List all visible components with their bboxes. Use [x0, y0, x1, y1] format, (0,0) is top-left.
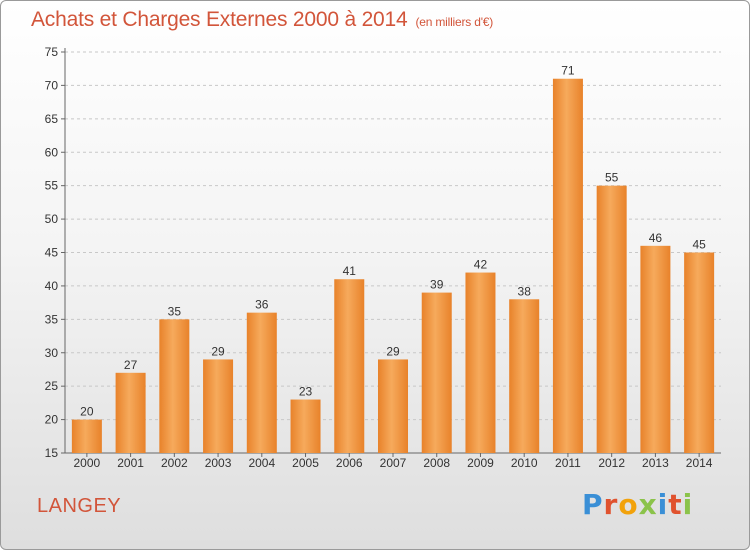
proxiti-logo[interactable]: Proxiti — [582, 488, 693, 521]
bar[interactable] — [378, 359, 408, 453]
x-tick-label: 2009 — [467, 456, 494, 470]
city-name: LANGEY — [37, 495, 122, 517]
data-label: 23 — [299, 385, 313, 399]
data-label: 38 — [518, 284, 532, 298]
y-tick-label: 75 — [45, 45, 59, 59]
bar[interactable] — [684, 252, 715, 454]
chart-title: Achats et Charges Externes 2000 à 2014 (e… — [31, 8, 493, 32]
x-tick-label: 2007 — [380, 456, 407, 470]
y-tick-label: 65 — [45, 112, 59, 126]
logo-letter: x — [638, 488, 658, 521]
y-tick-label: 30 — [45, 346, 59, 360]
x-tick-label: 2008 — [423, 456, 450, 470]
data-label: 45 — [692, 238, 706, 252]
data-label: 20 — [80, 405, 94, 419]
logo-letter: o — [618, 488, 639, 521]
y-tick-label: 60 — [45, 145, 59, 159]
bar[interactable] — [640, 245, 671, 453]
logo-letter: t — [668, 488, 683, 521]
chart-title-text: Achats et Charges Externes 2000 à 2014 — [31, 8, 408, 31]
data-label: 29 — [211, 344, 225, 358]
bar[interactable] — [465, 272, 496, 453]
x-tick-label: 2000 — [74, 456, 101, 470]
bar[interactable] — [421, 292, 452, 453]
data-label: 46 — [649, 231, 663, 245]
logo-letter: r — [603, 488, 619, 521]
y-tick-label: 50 — [45, 212, 59, 226]
y-tick-label: 70 — [45, 78, 59, 92]
x-tick-label: 2005 — [292, 456, 319, 470]
bar[interactable] — [115, 372, 146, 453]
y-tick-label: 20 — [45, 413, 59, 427]
data-label: 35 — [168, 304, 182, 318]
data-label: 39 — [430, 278, 444, 292]
y-tick-label: 15 — [45, 446, 59, 460]
y-tick-label: 40 — [45, 279, 59, 293]
logo-letter: i — [657, 488, 669, 521]
chart-unit: (en milliers d'€) — [415, 15, 494, 29]
bars — [71, 78, 715, 454]
logo-letter: P — [582, 488, 604, 521]
labels: 2000 20 2001 27 2002 35 2003 29 2004 36 2005 23 2006… — [74, 64, 713, 470]
x-tick-label: 2013 — [642, 456, 669, 470]
x-tick-label: 2010 — [511, 456, 538, 470]
bar[interactable] — [159, 319, 190, 453]
logo-letter: i — [682, 488, 694, 521]
y-tick-label: 35 — [45, 312, 59, 326]
x-tick-label: 2014 — [686, 456, 713, 470]
bar[interactable] — [334, 279, 365, 453]
data-label: 27 — [124, 358, 138, 372]
x-tick-label: 2002 — [161, 456, 188, 470]
x-tick-label: 2011 — [555, 456, 581, 470]
x-tick-label: 2004 — [248, 456, 275, 470]
y-tick-label: 25 — [45, 379, 59, 393]
bar[interactable] — [552, 78, 583, 453]
data-label: 55 — [605, 171, 619, 185]
data-label: 42 — [474, 258, 488, 272]
bar[interactable] — [290, 399, 321, 453]
bar[interactable] — [596, 185, 627, 453]
x-tick-label: 2012 — [598, 456, 625, 470]
x-tick-label: 2003 — [205, 456, 232, 470]
data-label: 36 — [255, 298, 269, 312]
x-tick-label: 2006 — [336, 456, 363, 470]
bar[interactable] — [509, 299, 540, 453]
bar[interactable] — [71, 419, 102, 453]
y-tick-label: 45 — [45, 246, 59, 260]
data-label: 41 — [343, 264, 357, 278]
bar[interactable] — [246, 312, 277, 453]
data-label: 71 — [561, 64, 575, 78]
y-tick-label: 55 — [45, 179, 59, 193]
bar[interactable] — [203, 359, 234, 453]
x-tick-label: 2001 — [117, 456, 144, 470]
data-label: 29 — [386, 344, 400, 358]
